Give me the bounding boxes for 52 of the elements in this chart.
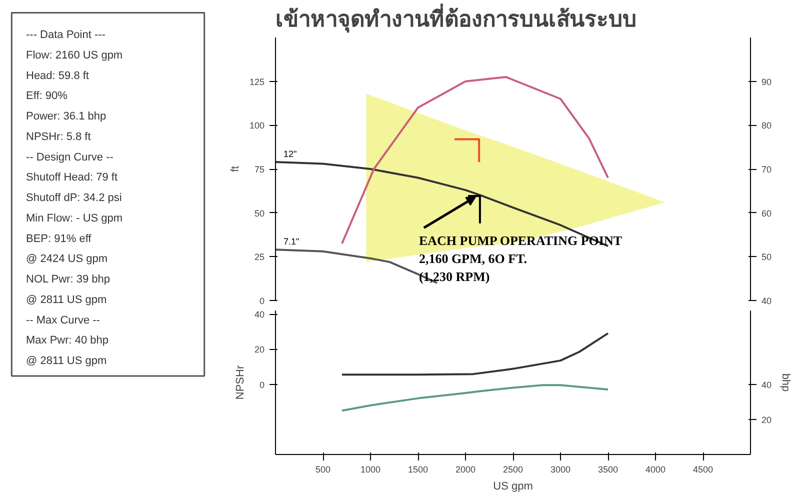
x-axis-title: US gpm	[493, 480, 533, 492]
y2-tick-label: 90	[762, 76, 772, 87]
x-tick-label: 4500	[692, 464, 714, 474]
y2-tick-label: 40	[762, 296, 772, 306]
text: Power: 36.1 bhp	[26, 110, 106, 123]
y-tick-label: 0	[259, 296, 265, 306]
text: @ 2424 US gpm	[26, 253, 108, 266]
x-tick-label: 4000	[645, 464, 666, 474]
x-tick-label: 3500	[598, 464, 618, 474]
text: Min Flow: - US gpm	[26, 212, 123, 224]
y-tick-label: 75	[254, 164, 265, 174]
y-tick-label: 25	[254, 252, 265, 262]
y2-axis-title: bhp	[780, 373, 792, 392]
y2-tick-label: 40	[762, 380, 772, 390]
y-tick-label: 50	[254, 208, 265, 218]
y-tick-label: 20	[254, 344, 265, 355]
text: Max Pwr: 40 bhp	[26, 334, 109, 347]
y-axis-title: ft	[229, 166, 242, 172]
y-axis-title: NPSHr	[234, 365, 246, 400]
text: @ 2811 US gpm	[26, 355, 107, 368]
text: NPSHr: 5.8 ft	[26, 130, 91, 143]
x-tick-label: 500	[315, 464, 331, 474]
text: NOL Pwr: 39 bhp	[26, 274, 110, 286]
text: -- Max Curve --	[26, 314, 100, 326]
y2-tick-label: 70	[762, 164, 772, 174]
line-series	[341, 384, 609, 412]
x-tick-label: 2000	[455, 464, 476, 474]
y-tick-label: 0	[259, 380, 265, 390]
x-tick-label: 2500	[502, 464, 524, 474]
chart-title: เข้าหาจุดทำงานที่ต้องการบนเส้นระบบ	[276, 2, 636, 34]
text: Flow: 2160 US gpm	[26, 49, 123, 62]
y-tick-label: 125	[249, 76, 265, 87]
text: Shutoff dP: 34.2 psi	[26, 192, 122, 204]
series-label: 12"	[284, 148, 297, 159]
text: Eff: 90%	[26, 90, 68, 102]
line-series	[341, 332, 609, 376]
text: --- Data Point ---	[26, 29, 106, 42]
y2-tick-label: 50	[762, 252, 772, 262]
text: BEP: 91% eff	[26, 232, 92, 245]
y2-tick-label: 80	[762, 120, 772, 131]
x-tick-label: 3000	[550, 464, 571, 474]
x-tick-label: 1500	[408, 464, 428, 474]
y-tick-label: 100	[249, 120, 265, 131]
text: -- Design Curve --	[26, 151, 114, 164]
text: @ 2811 US gpm	[26, 294, 107, 306]
y2-tick-label: 60	[762, 208, 772, 218]
text: Shutoff Head: 79 ft	[26, 172, 118, 184]
text: Head: 59.8 ft	[26, 70, 89, 82]
y-tick-label: 40	[254, 310, 265, 320]
x-tick-label: 1000	[360, 464, 381, 474]
series-label: 7.1"	[284, 236, 300, 247]
y2-tick-label: 20	[762, 414, 772, 425]
